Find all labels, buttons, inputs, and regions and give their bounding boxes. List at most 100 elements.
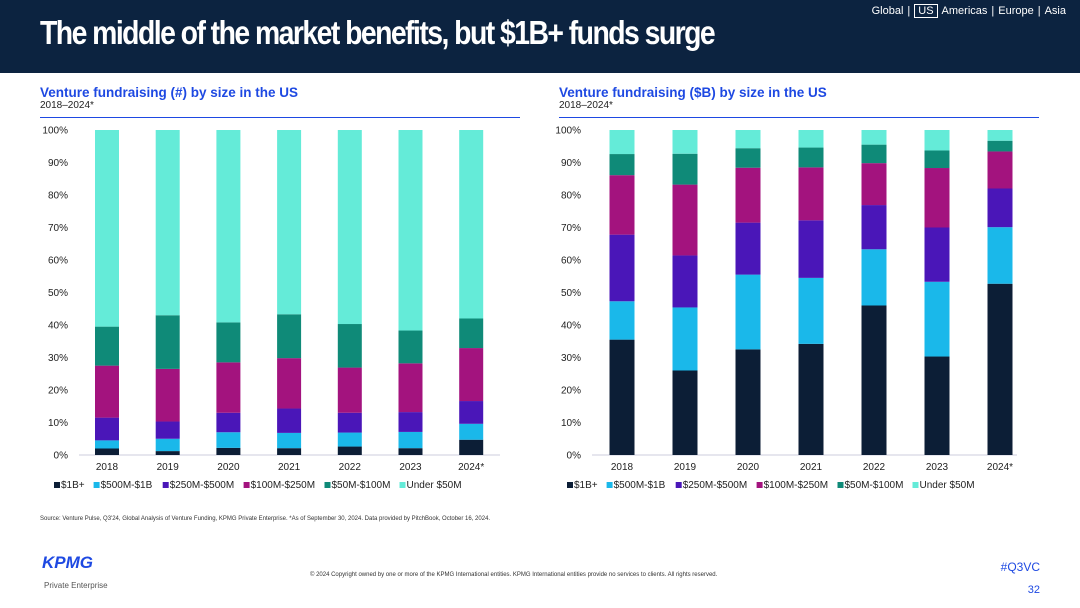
bar-segment bbox=[735, 130, 761, 149]
bar-segment bbox=[798, 277, 824, 344]
legend-swatch bbox=[837, 482, 844, 488]
nav-global[interactable]: Global bbox=[871, 5, 904, 17]
legend-swatch bbox=[675, 482, 682, 488]
legend-label: $250M-$500M bbox=[683, 480, 747, 491]
legend-label: Under $50M bbox=[920, 480, 975, 491]
bar-segment bbox=[398, 130, 423, 331]
legend-swatch bbox=[93, 482, 100, 488]
bar-segment bbox=[609, 339, 635, 455]
bar-segment bbox=[987, 188, 1013, 228]
x-tick-label: 2019 bbox=[157, 462, 180, 473]
bar-segment bbox=[398, 448, 423, 455]
y-tick-label: 90% bbox=[561, 158, 581, 169]
bar-segment bbox=[95, 440, 119, 449]
y-tick-label: 70% bbox=[48, 223, 68, 234]
bar-segment bbox=[987, 227, 1013, 284]
bar-segment bbox=[277, 130, 302, 315]
bar-segment bbox=[987, 140, 1013, 152]
x-tick-label: 2022 bbox=[339, 462, 362, 473]
y-tick-label: 20% bbox=[48, 386, 68, 397]
bar-segment bbox=[155, 130, 180, 316]
bar-segment bbox=[277, 358, 302, 409]
y-tick-label: 30% bbox=[561, 353, 581, 364]
legend-label: $500M-$1B bbox=[101, 480, 153, 491]
bar-segment bbox=[95, 448, 119, 455]
chart-subtitle-value: 2018–2024* bbox=[559, 100, 613, 111]
bar-segment bbox=[924, 130, 950, 151]
chart-title-value: Venture fundraising ($B) by size in the … bbox=[559, 85, 827, 100]
bar-segment bbox=[398, 330, 423, 364]
bar-segment bbox=[277, 408, 302, 433]
bar-segment bbox=[735, 167, 761, 223]
legend-label: $100M-$250M bbox=[251, 480, 315, 491]
y-tick-label: 50% bbox=[561, 288, 581, 299]
x-tick-label: 2024* bbox=[458, 462, 484, 473]
bar-segment bbox=[672, 255, 698, 308]
legend-label: $100M-$250M bbox=[764, 480, 828, 491]
bar-segment bbox=[459, 401, 484, 424]
bar-segment bbox=[672, 153, 698, 185]
bar-segment bbox=[798, 130, 824, 148]
chart-count: 0% 10% 20% 30% 40% 50% 60% 70% 80% 90% 100% 2018 201… bbox=[42, 126, 500, 491]
bar-segment bbox=[609, 234, 635, 302]
y-tick-label: 100% bbox=[555, 126, 581, 137]
bar-segment bbox=[924, 150, 950, 169]
divider bbox=[40, 117, 520, 118]
bar-segment bbox=[398, 431, 423, 449]
x-tick-label: 2021 bbox=[278, 462, 301, 473]
bar-segment bbox=[155, 315, 180, 369]
bar-segment bbox=[924, 281, 950, 357]
bar-segment bbox=[459, 423, 484, 440]
y-tick-label: 60% bbox=[561, 256, 581, 267]
bar-segment bbox=[609, 130, 635, 155]
nav-asia[interactable]: Asia bbox=[1044, 5, 1066, 17]
bar-segment bbox=[861, 144, 887, 164]
y-tick-label: 20% bbox=[561, 386, 581, 397]
source-note: Source: Venture Pulse, Q3'24, Global Ana… bbox=[40, 516, 491, 522]
bar-segment bbox=[735, 148, 761, 168]
bar-segment bbox=[216, 322, 241, 363]
bar-segment bbox=[861, 249, 887, 306]
y-tick-label: 40% bbox=[48, 321, 68, 332]
bar-segment bbox=[672, 370, 698, 455]
divider bbox=[559, 117, 1039, 118]
legend-label: $500M-$1B bbox=[614, 480, 666, 491]
bar-segment bbox=[277, 314, 302, 359]
nav-americas[interactable]: Americas bbox=[941, 5, 988, 17]
bar-segment bbox=[277, 432, 302, 449]
nav-us[interactable]: US bbox=[914, 4, 938, 18]
region-nav: Global | US Americas | Europe | Asia bbox=[871, 4, 1066, 18]
legend-label: $1B+ bbox=[61, 480, 85, 491]
bar-segment bbox=[924, 356, 950, 455]
copyright: © 2024 Copyright owned by one or more of… bbox=[310, 572, 718, 578]
bar-segment bbox=[155, 421, 180, 439]
bar-segment bbox=[95, 326, 119, 366]
chart-title-count: Venture fundraising (#) by size in the U… bbox=[40, 85, 299, 100]
x-tick-label: 2024* bbox=[987, 462, 1013, 473]
x-tick-label: 2019 bbox=[674, 462, 697, 473]
bar-segment bbox=[672, 184, 698, 256]
x-tick-label: 2018 bbox=[96, 462, 119, 473]
bar-segment bbox=[735, 222, 761, 275]
x-tick-label: 2020 bbox=[737, 462, 760, 473]
y-tick-label: 60% bbox=[48, 256, 68, 267]
bar-segment bbox=[337, 446, 362, 455]
bar-segment bbox=[337, 432, 362, 447]
nav-europe[interactable]: Europe bbox=[998, 5, 1034, 17]
legend-label: $50M-$100M bbox=[332, 480, 391, 491]
y-tick-label: 90% bbox=[48, 158, 68, 169]
legend-label: Under $50M bbox=[407, 480, 462, 491]
legend-label: $250M-$500M bbox=[170, 480, 234, 491]
bar-segment bbox=[609, 154, 635, 176]
bar-segment bbox=[609, 301, 635, 340]
page-title: The middle of the market benefits, but $… bbox=[40, 14, 716, 51]
bar-segment bbox=[798, 147, 824, 168]
legend-swatch bbox=[243, 482, 250, 488]
bar-segment bbox=[861, 305, 887, 455]
y-tick-label: 0% bbox=[567, 451, 582, 462]
bar-segment bbox=[459, 130, 484, 319]
bar-segment bbox=[216, 447, 241, 455]
y-tick-label: 10% bbox=[48, 418, 68, 429]
bar-segment bbox=[216, 362, 241, 413]
bar-segment bbox=[155, 368, 180, 422]
